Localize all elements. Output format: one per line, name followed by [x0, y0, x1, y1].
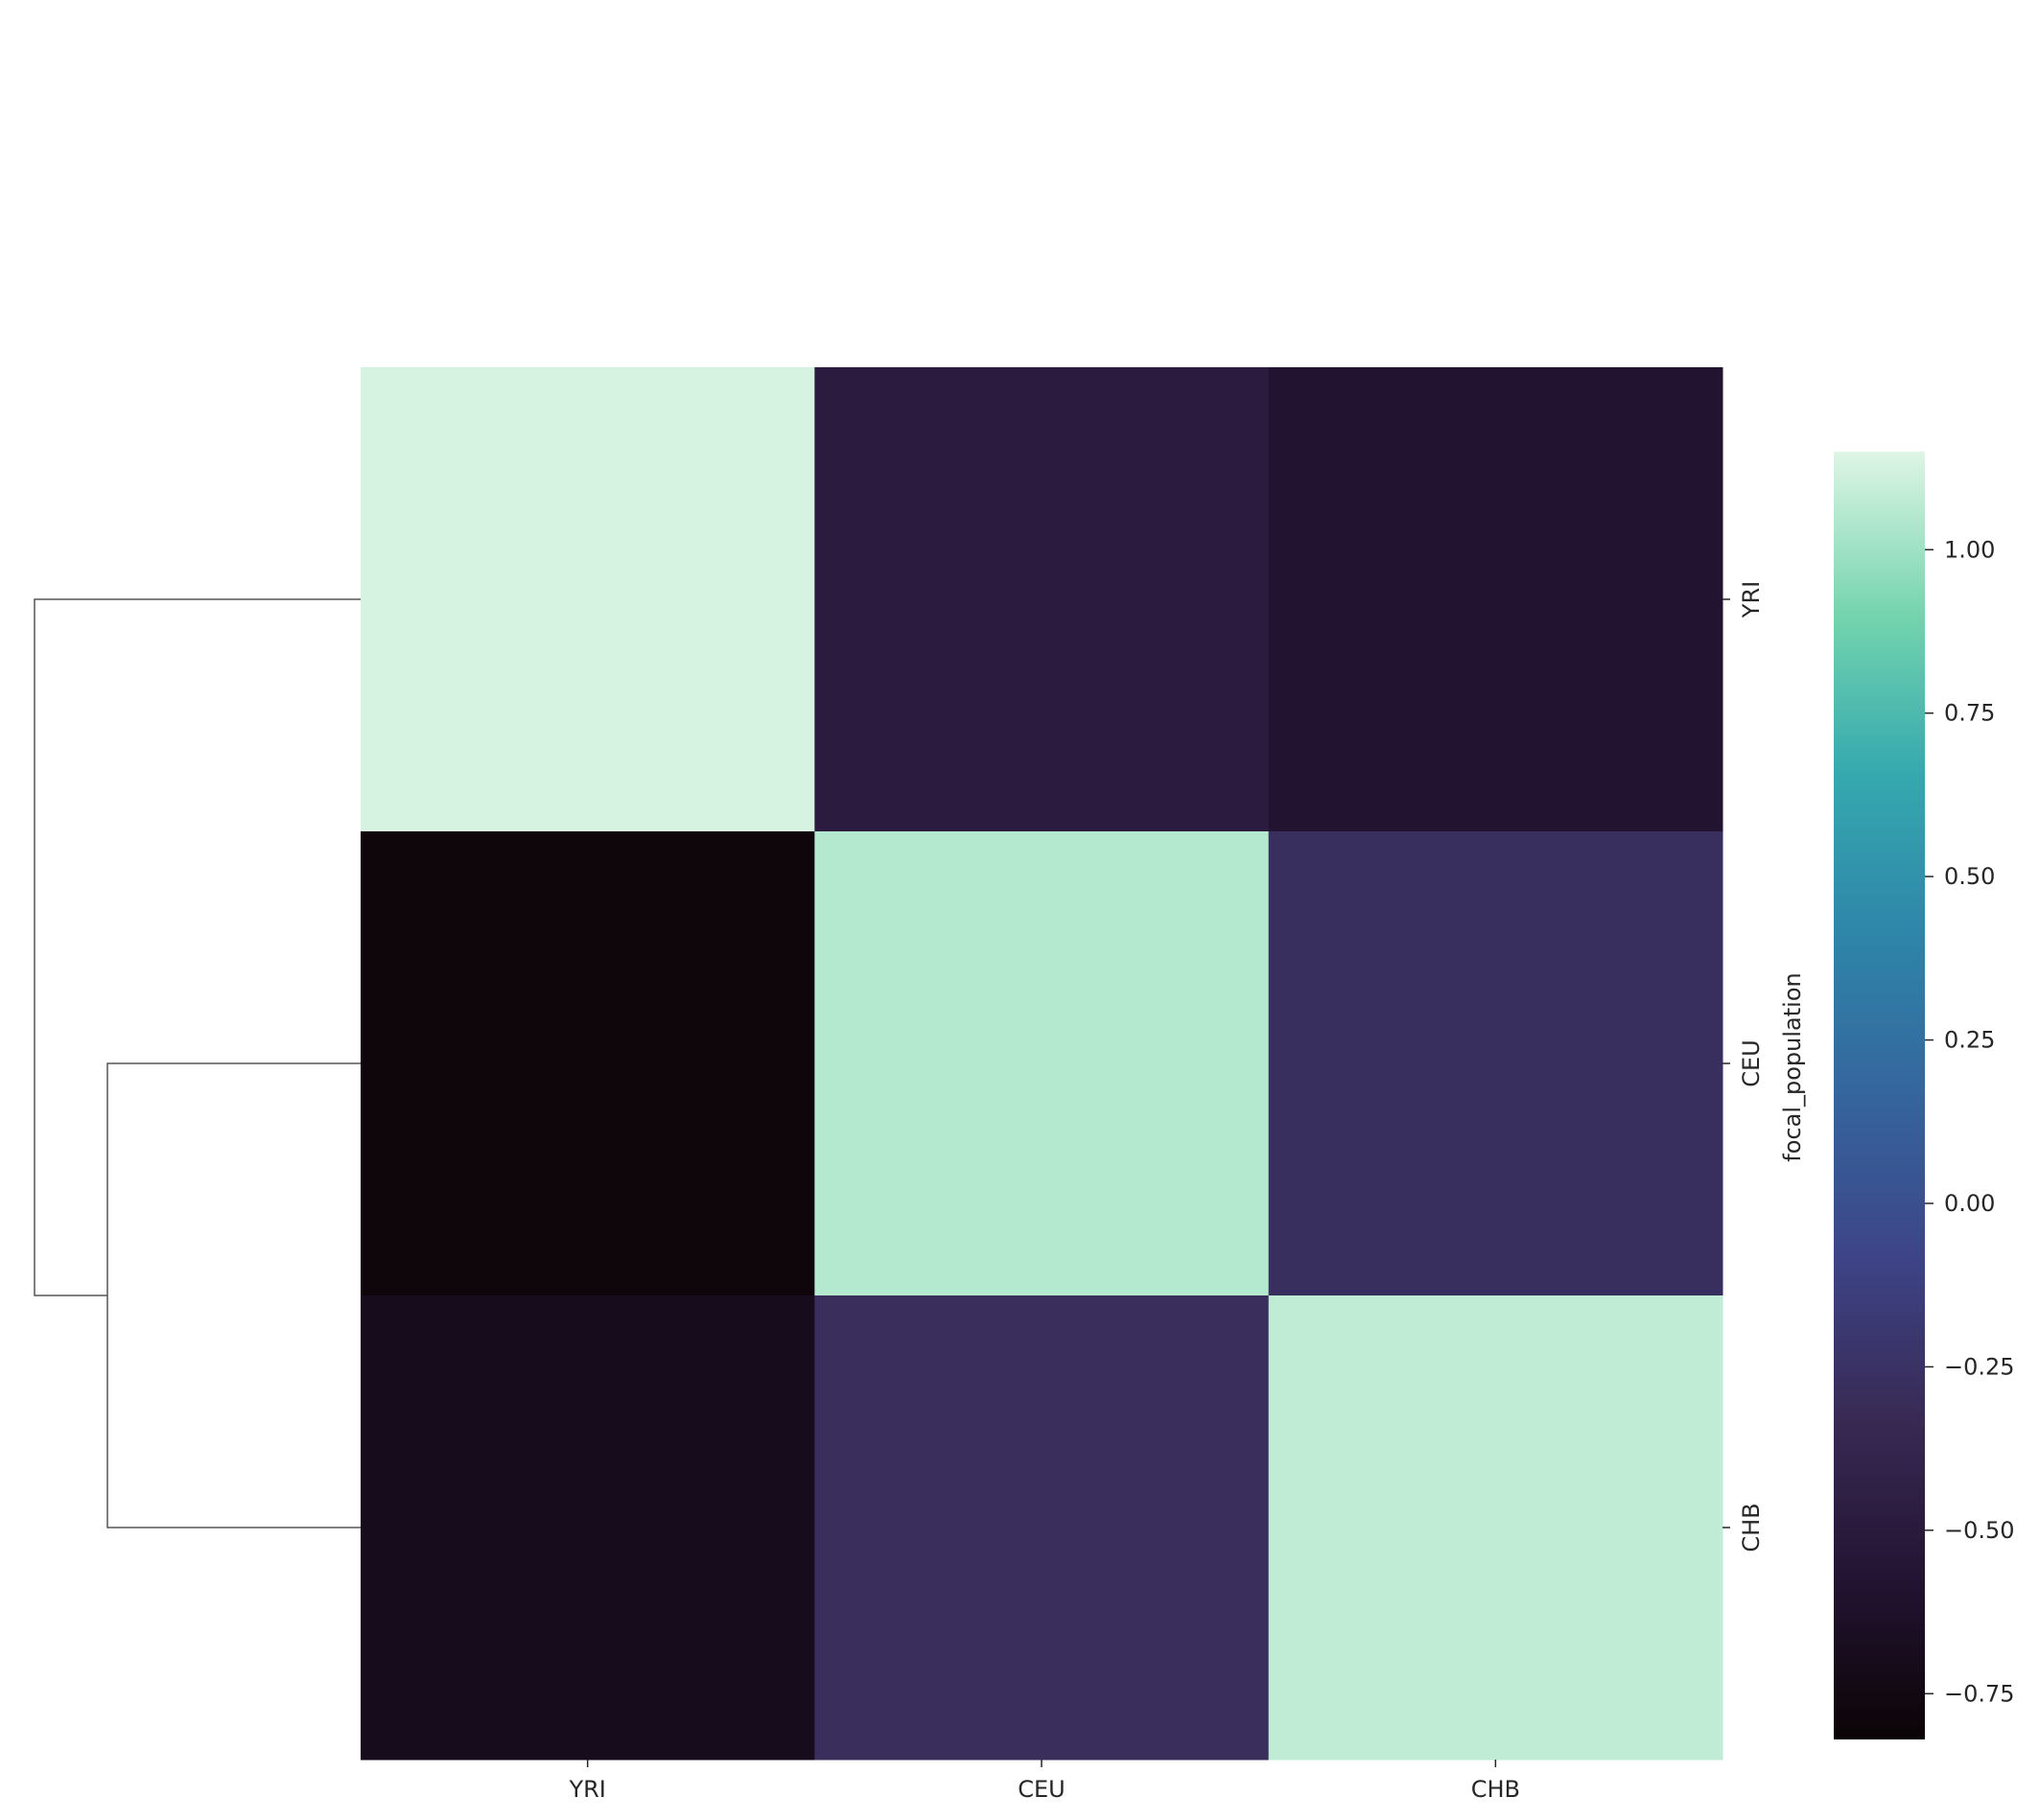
- heatmap-cell-YRI-CEU: [814, 367, 1270, 832]
- heatmap-cell-CHB-CEU: [814, 1295, 1270, 1761]
- heatmap-cell-YRI-YRI: [361, 367, 815, 832]
- colorbar-tick-label: 0.25: [1944, 1027, 1995, 1054]
- heatmap-cell-CHB-YRI: [361, 1295, 815, 1761]
- dendrogram-branch: [106, 1062, 361, 1528]
- x-tick-label: CEU: [1018, 1776, 1066, 1803]
- y-tick-label: CHB: [1738, 1503, 1765, 1552]
- heatmap-cell-CEU-YRI: [361, 831, 815, 1296]
- y-tick-label: CEU: [1738, 1039, 1765, 1087]
- colorbar-tick-label: −0.50: [1944, 1517, 2015, 1544]
- heatmap-cells: [361, 367, 1723, 1761]
- x-tick-label: YRI: [568, 1776, 605, 1803]
- y-tick-labels: YRI CEU CHB: [1723, 581, 1765, 1552]
- heatmap-cell-YRI-CHB: [1268, 367, 1723, 832]
- colorbar-ticks: 1.00 0.75 0.50 0.25 0.00 −0.25 −0.50 −0.75: [1925, 536, 2015, 1707]
- heatmap-cell-CHB-CHB: [1268, 1295, 1723, 1761]
- y-tick-label: YRI: [1738, 581, 1765, 618]
- heatmap-cell-CEU-CHB: [1268, 831, 1723, 1296]
- x-tick-label: CHB: [1471, 1776, 1520, 1803]
- x-tick-labels: YRI CEU CHB: [568, 1760, 1520, 1803]
- row-dendrogram: [34, 598, 361, 1528]
- heatmap-cell-CEU-CEU: [814, 831, 1270, 1296]
- colorbar: [1834, 452, 1925, 1739]
- colorbar-tick-label: 0.50: [1944, 863, 1995, 890]
- colorbar-tick-label: 1.00: [1944, 536, 1995, 563]
- colorbar-tick-label: −0.75: [1944, 1680, 2015, 1707]
- colorbar-tick-label: −0.25: [1944, 1353, 2015, 1380]
- y-axis-label: focal_population: [1779, 972, 1806, 1161]
- colorbar-tick-label: 0.00: [1944, 1190, 1995, 1217]
- dendrogram-branch: [34, 598, 361, 1296]
- colorbar-gradient: [1834, 452, 1925, 1739]
- colorbar-tick-label: 0.75: [1944, 700, 1995, 727]
